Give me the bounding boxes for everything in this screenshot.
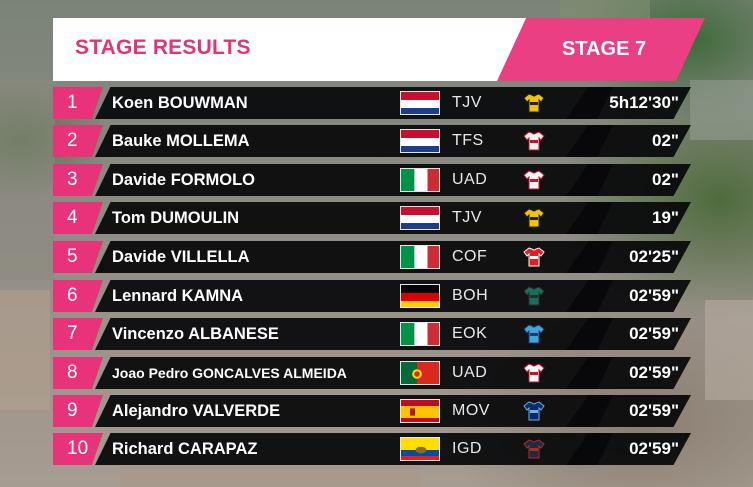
germany-flag-icon — [400, 284, 440, 308]
rider-name: Bauke MOLLEMA — [112, 132, 250, 150]
row-background — [95, 87, 613, 119]
time-panel — [566, 433, 691, 465]
finish-time: 02'59" — [629, 286, 679, 305]
result-row: 4 Tom DUMOULIN TJV 19" — [53, 202, 703, 234]
row-background — [95, 280, 613, 312]
movistar-jersey-icon — [523, 401, 545, 421]
italy-flag-icon — [400, 322, 440, 346]
finish-time: 02'59" — [629, 439, 679, 458]
team-code: COF — [452, 248, 488, 265]
italy-flag-icon — [400, 168, 440, 192]
bora-hansgrohe-jersey-icon — [523, 286, 545, 306]
time-panel — [566, 87, 691, 119]
italy-flag-icon — [400, 245, 440, 269]
ineos-grenadiers-jersey-icon — [523, 439, 545, 459]
time-panel — [566, 318, 691, 350]
team-code: BOH — [452, 287, 489, 304]
row-background — [95, 125, 613, 157]
result-row: 1 Koen BOUWMAN TJV 5h12'30" — [53, 87, 703, 119]
rider-name: Koen BOUWMAN — [112, 94, 248, 112]
stage-badge — [497, 18, 705, 81]
team-code: IGD — [452, 440, 482, 457]
netherlands-flag-icon — [400, 129, 440, 153]
team-code: UAD — [452, 364, 488, 381]
rider-name: Alejandro VALVERDE — [112, 402, 281, 420]
rider-name: Davide FORMOLO — [112, 171, 256, 189]
time-panel — [566, 280, 691, 312]
uae-team-jersey-icon — [523, 170, 545, 190]
result-row: 8 Joao Pedro GONCALVES ALMEIDA UAD 02'59" — [53, 357, 703, 389]
row-background — [95, 318, 613, 350]
time-panel — [566, 125, 691, 157]
team-code: UAD — [452, 171, 488, 188]
portugal-flag-icon — [400, 361, 440, 385]
rider-name: Lennard KAMNA — [112, 287, 244, 305]
rank-badge: 3 — [53, 164, 103, 196]
row-background — [95, 433, 613, 465]
rider-name: Tom DUMOULIN — [112, 209, 240, 227]
jumbo-visma-jersey-icon — [523, 208, 545, 228]
uae-team-jersey-icon — [523, 363, 545, 383]
result-row: 7 Vincenzo ALBANESE EOK 02'59" — [53, 318, 703, 350]
row-background — [95, 202, 613, 234]
result-row: 2 Bauke MOLLEMA TFS 02" — [53, 125, 703, 157]
jumbo-visma-jersey-icon — [523, 93, 545, 113]
time-panel — [566, 395, 691, 427]
time-panel — [566, 357, 691, 389]
team-code: TJV — [452, 209, 482, 226]
result-row: 6 Lennard KAMNA BOH 02'59" — [53, 280, 703, 312]
finish-time: 02'59" — [629, 401, 679, 420]
team-code: TFS — [452, 132, 484, 149]
row-background — [95, 241, 613, 273]
rank-badge: 9 — [53, 395, 103, 427]
ecuador-flag-icon — [400, 437, 440, 461]
result-row: 10 Richard CARAPAZ IGD 02'59" — [53, 433, 703, 465]
rank-badge: 1 — [53, 87, 103, 119]
time-panel — [566, 241, 691, 273]
rank-badge: 10 — [53, 433, 103, 465]
header-panel — [53, 18, 533, 81]
finish-time: 5h12'30" — [609, 93, 679, 112]
cofidis-jersey-icon — [523, 247, 545, 267]
row-background — [95, 395, 613, 427]
netherlands-flag-icon — [400, 91, 440, 115]
netherlands-flag-icon — [400, 206, 440, 230]
rank-badge: 8 — [53, 357, 103, 389]
finish-time: 02'59" — [629, 363, 679, 382]
result-row: 5 Davide VILLELLA COF 02'25" — [53, 241, 703, 273]
rider-name: Vincenzo ALBANESE — [112, 325, 279, 343]
finish-time: 02'59" — [629, 324, 679, 343]
trek-segafredo-jersey-icon — [523, 131, 545, 151]
result-row: 3 Davide FORMOLO UAD 02" — [53, 164, 703, 196]
time-panel — [566, 164, 691, 196]
team-code: MOV — [452, 402, 490, 419]
row-background — [95, 164, 613, 196]
rank-badge: 6 — [53, 280, 103, 312]
page-title: STAGE RESULTS — [75, 36, 251, 59]
row-background — [95, 357, 613, 389]
eolo-kometa-jersey-icon — [523, 324, 545, 344]
rank-badge: 5 — [53, 241, 103, 273]
spain-flag-icon — [400, 399, 440, 423]
finish-time: 02" — [652, 131, 679, 150]
rider-name: Richard CARAPAZ — [112, 440, 258, 458]
finish-time: 02" — [652, 170, 679, 189]
stage-label: STAGE 7 — [562, 38, 647, 60]
finish-time: 02'25" — [629, 247, 679, 266]
result-row: 9 Alejandro VALVERDE MOV 02'59" — [53, 395, 703, 427]
rank-badge: 4 — [53, 202, 103, 234]
team-code: TJV — [452, 94, 482, 111]
rider-name: Joao Pedro GONCALVES ALMEIDA — [112, 365, 347, 381]
finish-time: 19" — [652, 208, 679, 227]
rank-badge: 2 — [53, 125, 103, 157]
time-panel — [566, 202, 691, 234]
rider-name: Davide VILLELLA — [112, 248, 250, 266]
team-code: EOK — [452, 325, 488, 342]
rank-badge: 7 — [53, 318, 103, 350]
